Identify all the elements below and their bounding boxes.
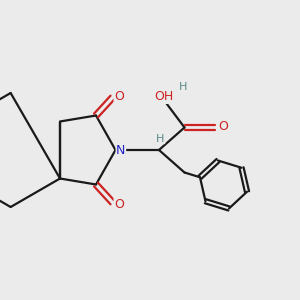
Text: O: O [114,89,124,103]
Text: OH: OH [154,90,173,104]
Text: H: H [156,134,165,144]
Text: O: O [218,119,228,133]
Text: N: N [116,143,126,157]
Text: O: O [114,197,124,211]
Text: H: H [179,82,187,92]
